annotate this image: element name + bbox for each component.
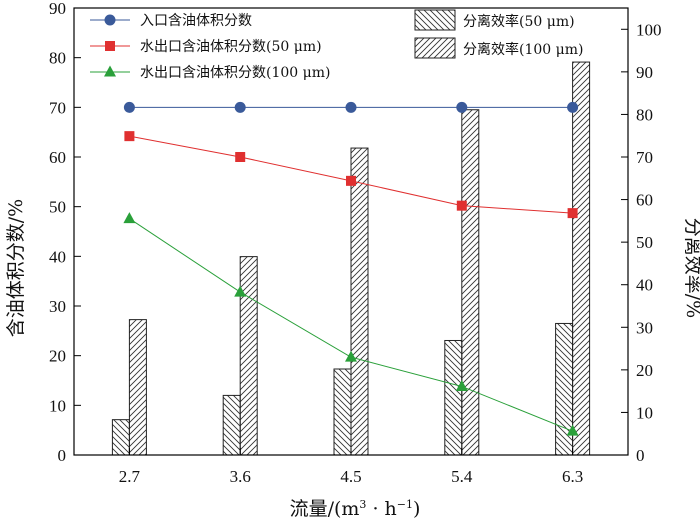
series-0-point-4 (567, 101, 579, 113)
series-2-point-1 (234, 285, 247, 297)
left-tick-label: 60 (49, 148, 66, 167)
legend-swatch-0 (414, 9, 456, 31)
right-tick-label: 80 (636, 105, 653, 124)
series-0-point-0 (123, 101, 135, 113)
x-tick-label: 6.3 (562, 467, 583, 486)
right-tick-label: 30 (636, 318, 653, 337)
series-0-point-2 (345, 101, 357, 113)
x-tick-label: 3.6 (230, 467, 251, 486)
legend-marker-0 (104, 14, 116, 26)
left-axis-ticks: 0 10 20 30 40 50 60 70 80 90 (49, 0, 81, 465)
left-tick-label: 30 (49, 297, 66, 316)
right-tick-label: 20 (636, 361, 653, 380)
series-2-point-4 (566, 424, 579, 436)
series-2-point-3 (455, 379, 468, 391)
left-tick-label: 20 (49, 347, 66, 366)
x-axis-ticks: 2.7 3.6 4.5 5.4 6.3 (119, 448, 583, 486)
series-2-point-0 (123, 212, 136, 224)
left-tick-label: 90 (49, 0, 66, 18)
lines-layer (123, 101, 579, 436)
series-1-point-3 (456, 200, 467, 211)
legend-label-1: 水出口含油体积分数(50 μm) (140, 39, 322, 55)
series-1-point-2 (346, 175, 356, 186)
series-2-point-2 (345, 350, 357, 362)
bar-50um-3 (444, 339, 463, 456)
left-tick-label: 10 (49, 396, 66, 415)
legend-label-0: 入口含油体积分数 (140, 13, 252, 29)
bars-layer (111, 61, 591, 456)
right-tick-label: 100 (636, 20, 662, 39)
bar-100um-0 (128, 319, 147, 456)
right-tick-label: 70 (636, 148, 653, 167)
y-axis-label-left: 含油体积分数/% (5, 199, 27, 337)
x-tick-label: 5.4 (451, 467, 473, 486)
legend-marker-2 (104, 65, 116, 77)
x-tick-label: 2.7 (119, 467, 141, 486)
right-tick-label: 90 (636, 63, 653, 82)
bar-100um-4 (572, 61, 591, 456)
right-tick-label: 60 (636, 191, 653, 210)
left-tick-label: 50 (49, 198, 66, 217)
series-1-point-4 (567, 208, 578, 219)
left-tick-label: 40 (49, 247, 66, 266)
series-1-point-1 (235, 152, 246, 162)
y-axis-label-right: 分离效率/% (682, 218, 700, 318)
series-1-point-0 (124, 131, 135, 142)
legend-swatch-1 (414, 37, 456, 59)
bar-100um-2 (350, 147, 369, 456)
series-0-point-1 (234, 101, 246, 113)
x-axis-label: 流量/(m3 · h−1) (290, 498, 421, 520)
left-tick-label: 80 (49, 49, 66, 68)
right-axis-ticks: 0 10 20 30 40 50 60 70 80 90 100 (621, 20, 662, 465)
bar-50um-0 (111, 419, 130, 456)
right-tick-label: 10 (636, 403, 653, 422)
left-tick-label: 70 (49, 98, 66, 117)
right-tick-label: 0 (636, 446, 645, 465)
bar-50um-2 (333, 368, 352, 456)
series-0-point-3 (456, 101, 468, 113)
left-tick-label: 0 (58, 446, 67, 465)
x-tick-label: 4.5 (340, 467, 361, 486)
right-tick-label: 50 (636, 233, 653, 252)
legend-label-2: 水出口含油体积分数(100 μm) (140, 65, 330, 81)
right-tick-label: 40 (636, 276, 653, 295)
legend-marker-1 (105, 41, 115, 51)
bar-100um-3 (461, 109, 480, 456)
legend-bar-label-0: 分离效率(50 μm) (463, 13, 575, 30)
legend-bar-label-1: 分离效率(100 μm) (463, 41, 583, 58)
bar-50um-1 (222, 394, 241, 456)
bar-100um-1 (239, 256, 258, 456)
